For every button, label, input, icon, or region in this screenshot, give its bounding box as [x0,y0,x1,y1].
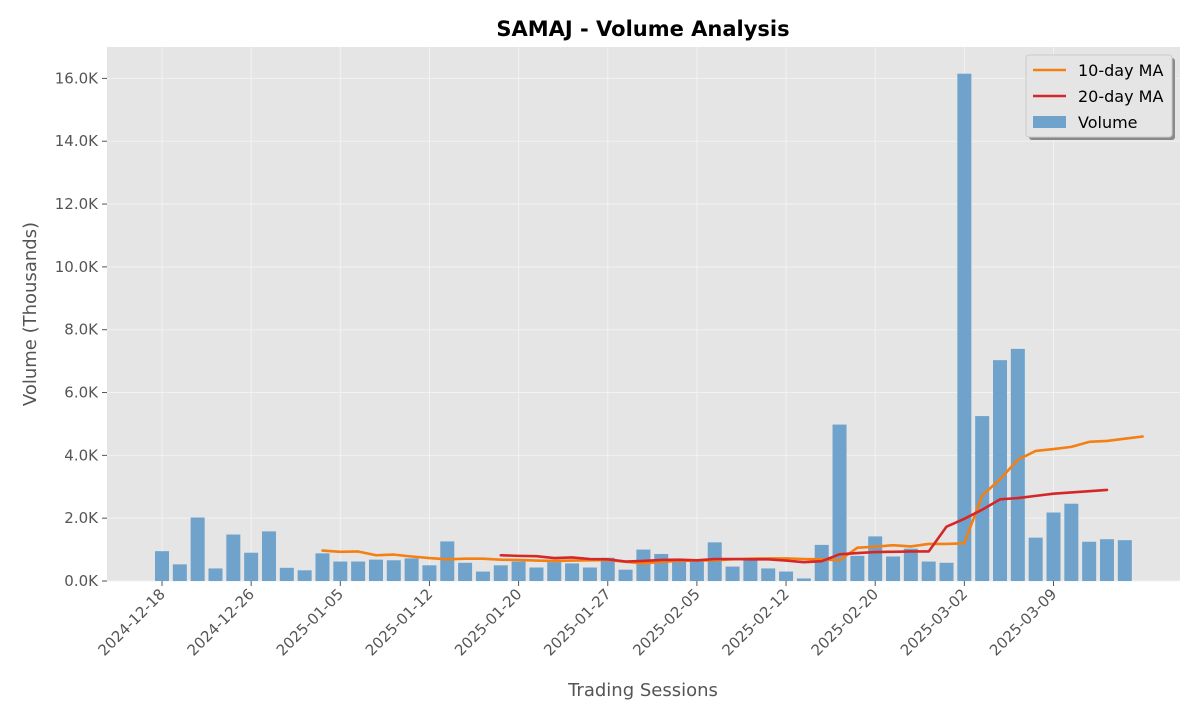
volume-bar [422,565,437,581]
y-tick-label: 0.0K [64,572,99,590]
volume-bar [761,568,776,581]
volume-bar [475,571,490,581]
legend-label: 20-day MA [1078,87,1163,106]
x-tick-label: 2025-02-05 [629,585,703,659]
volume-bar [582,567,597,581]
volume-bar [493,565,508,581]
volume-bar [529,567,544,581]
volume-bar [440,541,455,581]
y-axis-title: Volume (Thousands) [20,222,41,406]
y-tick-label: 16.0K [55,69,99,87]
volume-bar [1028,537,1043,581]
x-axis-ticks: 2024-12-18 2024-12-26 2025-01-05 2025-01-12… [94,581,1060,659]
volume-bar [618,569,633,581]
volume-bar [458,562,473,581]
y-tick-label: 2.0K [64,509,99,527]
legend: 10-day MA 20-day MA Volume [1025,54,1175,140]
volume-bar [654,553,669,581]
y-axis-ticks: 0.0K 2.0K 4.0K 6.0K 8.0K 10.0K 12.0K 14.0K 16.0K [55,69,107,590]
volume-bar [547,562,562,581]
volume-bar [172,564,187,581]
x-tick-label: 2025-01-05 [273,585,347,659]
x-tick-label: 2025-02-12 [718,585,792,659]
legend-swatch [1033,116,1066,128]
volume-bar [1046,512,1061,581]
volume-bar [957,73,972,581]
y-tick-label: 12.0K [55,195,99,213]
volume-bar [921,561,936,581]
moving-average-lines [321,435,1144,565]
volume-bar [261,531,276,581]
volume-bar [832,424,847,581]
x-tick-label: 2024-12-18 [94,585,168,659]
chart-title: SAMAJ - Volume Analysis [496,17,789,41]
y-tick-label: 4.0K [64,446,99,464]
x-tick-label: 2024-12-26 [184,585,258,659]
volume-bar [368,559,383,581]
legend-label: Volume [1078,113,1138,132]
volume-bar [226,534,241,581]
volume-bar [1099,539,1114,581]
20-day-ma-line [499,488,1109,564]
volume-bar [155,551,169,581]
volume-bar [743,557,758,581]
y-tick-label: 14.0K [55,132,99,150]
volume-bar [814,544,829,581]
x-tick-label: 2025-03-09 [986,585,1060,659]
volume-bar [1010,348,1025,581]
volume-bar [689,559,704,581]
volume-bar [404,558,419,581]
volume-bar [672,560,687,581]
volume-bar [939,562,954,581]
volume-bar [386,560,401,581]
volume-bar [297,570,312,581]
volume-bar [315,553,330,581]
volume-bar [903,548,918,581]
volume-bar [1082,541,1097,581]
legend-label: 10-day MA [1078,61,1163,80]
volume-bar [886,556,901,581]
volume-bar [190,517,205,581]
volume-bar [850,555,865,581]
volume-bar [208,568,223,581]
volume-bar [333,561,348,581]
volume-bar [1064,503,1079,581]
x-axis-title: Trading Sessions [567,680,718,701]
volume-bar [351,561,366,581]
volume-bar [725,566,740,581]
volume-bar [636,549,651,581]
volume-bar [244,552,259,581]
volume-bar [868,536,883,581]
x-tick-label: 2025-01-27 [540,585,614,659]
volume-bar [565,563,580,581]
volume-bar [796,578,811,581]
y-tick-label: 6.0K [64,384,99,402]
x-tick-label: 2025-01-20 [451,585,525,659]
y-tick-label: 8.0K [64,321,99,339]
volume-bar [600,557,615,581]
volume-bar [779,571,794,581]
volume-bar [1117,540,1132,581]
y-tick-label: 10.0K [55,258,99,276]
volume-bar [993,360,1008,581]
volume-bar [511,561,526,581]
volume-bar [707,542,722,581]
volume-bar [279,567,294,581]
x-tick-label: 2025-02-20 [808,585,882,659]
x-tick-label: 2025-03-02 [897,585,971,659]
x-tick-label: 2025-01-12 [362,585,436,659]
